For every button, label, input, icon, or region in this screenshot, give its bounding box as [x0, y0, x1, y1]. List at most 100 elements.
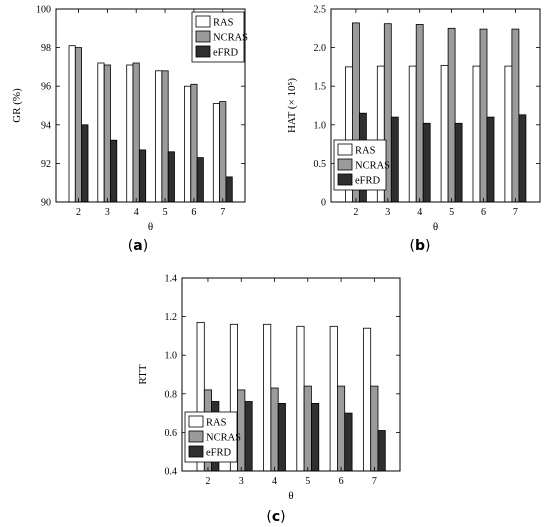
- y-tick-label: 1.5: [314, 82, 327, 93]
- bar-ncras-4: [132, 62, 140, 203]
- bar-efrd-4: [138, 149, 147, 203]
- bar-ncras-4: [415, 23, 424, 203]
- panel-caption-letter: a: [133, 238, 142, 254]
- legend-label-efrd: eFRD: [355, 176, 381, 187]
- chart-panel-b: 2 3 4 5 6 7 0 0.5 1.0 1.5 2.0 2.5 θ HAT (× 10⁵) RAS NCR…: [286, 5, 541, 254]
- x-tick-label: 5: [449, 207, 454, 218]
- bar-efrd-5: [311, 402, 320, 472]
- legend-swatch-ras: [195, 15, 211, 28]
- legend-swatch-ras: [337, 143, 353, 156]
- panel-caption-open: (: [410, 238, 415, 254]
- panel-caption-open: (: [128, 238, 133, 254]
- panel-caption: (c): [266, 509, 285, 525]
- x-tick-label: 4: [417, 207, 422, 218]
- legend-swatch-ras: [188, 415, 204, 428]
- legend-swatch-efrd: [337, 173, 353, 186]
- x-tick-label: 2: [76, 207, 81, 218]
- legend: RAS NCRAS eFRD: [333, 139, 390, 191]
- legend-label-efrd: eFRD: [206, 448, 232, 459]
- plot-frame: [330, 8, 541, 203]
- panel-caption-close: ): [425, 238, 430, 254]
- y-axis-label: RTT: [137, 364, 149, 384]
- y-tick-label: 2.0: [314, 43, 327, 54]
- bar-efrd-2: [81, 124, 89, 203]
- bar-efrd-7: [225, 176, 233, 203]
- bar-ras-5: [296, 325, 305, 472]
- legend-label-ncras: NCRAS: [355, 161, 390, 172]
- x-tick-label: 7: [513, 207, 518, 218]
- bar-ncras-6: [336, 385, 346, 472]
- bar-efrd-6: [196, 157, 204, 203]
- y-tick-label: 2.5: [314, 5, 327, 16]
- bar-ras-2: [68, 45, 76, 203]
- bar-ras-6: [472, 65, 481, 203]
- panel-caption-letter: c: [272, 509, 280, 525]
- bar-ras-6: [183, 85, 192, 203]
- legend: RAS NCRAS eFRD: [184, 411, 241, 463]
- panel-caption: (b): [410, 238, 431, 254]
- bar-ncras-6: [479, 28, 488, 203]
- bar-efrd-6: [486, 116, 495, 203]
- bar-efrd-5: [167, 151, 175, 203]
- bar-efrd-6: [344, 412, 353, 472]
- bar-efrd-3: [110, 139, 118, 203]
- bar-ncras-7: [370, 385, 379, 472]
- x-tick-label: 4: [134, 207, 139, 218]
- bar-efrd-4: [422, 122, 431, 203]
- bar-ncras-3: [103, 64, 111, 203]
- chart-panel-a: 2 3 4 5 6 7 90 92 94 96 98 100 θ GR (%) RAS NCRAS eFRD (a…: [11, 5, 248, 255]
- x-axis-label: θ: [288, 490, 293, 502]
- y-tick-label: 1.0: [165, 351, 178, 362]
- bar-ras-5: [155, 70, 163, 203]
- legend-label-ncras: NCRAS: [206, 433, 241, 444]
- bar-ncras-3: [237, 389, 246, 472]
- bar-ras-5: [440, 65, 449, 203]
- bar-efrd-3: [390, 116, 399, 203]
- bar-ncras-6: [190, 83, 198, 203]
- y-tick-label: 100: [36, 5, 51, 16]
- y-tick-label: 98: [41, 43, 51, 54]
- x-tick-label: 6: [191, 207, 196, 218]
- bar-efrd-4: [277, 402, 286, 472]
- plot-frame: [55, 8, 246, 203]
- legend-label-ras: RAS: [355, 146, 376, 157]
- bar-efrd-3: [244, 401, 253, 472]
- bar-ncras-5: [161, 70, 169, 203]
- x-tick-label: 4: [272, 476, 277, 487]
- bar-ncras-2: [74, 47, 83, 203]
- y-tick-label: 92: [41, 159, 51, 170]
- bar-ncras-5: [447, 27, 456, 203]
- y-axis-label: HAT (× 10⁵): [286, 78, 298, 133]
- bar-ras-7: [362, 327, 372, 472]
- legend-label-ras: RAS: [213, 18, 234, 29]
- y-tick-label: 1.4: [165, 274, 178, 285]
- x-tick-label: 3: [239, 476, 244, 487]
- x-tick-label: 6: [481, 207, 486, 218]
- plot-frame: [181, 277, 401, 472]
- legend-swatch-ncras: [188, 430, 204, 443]
- bar-ncras-7: [219, 101, 227, 203]
- y-tick-label: 1.0: [314, 120, 327, 131]
- legend-swatch-efrd: [188, 445, 204, 458]
- legend-label-ncras: NCRAS: [213, 33, 248, 44]
- x-tick-label: 5: [305, 476, 310, 487]
- legend-swatch-ncras: [195, 30, 211, 43]
- bar-ncras-5: [303, 385, 312, 472]
- panel-caption-letter: b: [415, 238, 425, 254]
- bar-efrd-7: [518, 114, 527, 203]
- bar-ras-7: [212, 103, 221, 203]
- x-axis-label: θ: [433, 221, 438, 233]
- y-tick-label: 94: [41, 120, 51, 131]
- x-tick-label: 7: [220, 207, 225, 218]
- chart-panel-c: 2 3 4 5 6 7 0.4 0.6 0.8 1.0 1.2 1.4 θ RTT RAS NCRAS eFRD…: [137, 274, 401, 525]
- panel-caption-open: (: [266, 509, 271, 525]
- bar-ncras-4: [270, 387, 279, 472]
- y-tick-label: 90: [41, 198, 51, 209]
- legend-swatch-efrd: [195, 45, 211, 58]
- x-tick-label: 5: [163, 207, 168, 218]
- x-tick-label: 3: [105, 207, 110, 218]
- y-tick-label: 1.2: [165, 312, 178, 323]
- bar-ncras-7: [511, 28, 520, 203]
- legend: RAS NCRAS eFRD: [191, 11, 248, 63]
